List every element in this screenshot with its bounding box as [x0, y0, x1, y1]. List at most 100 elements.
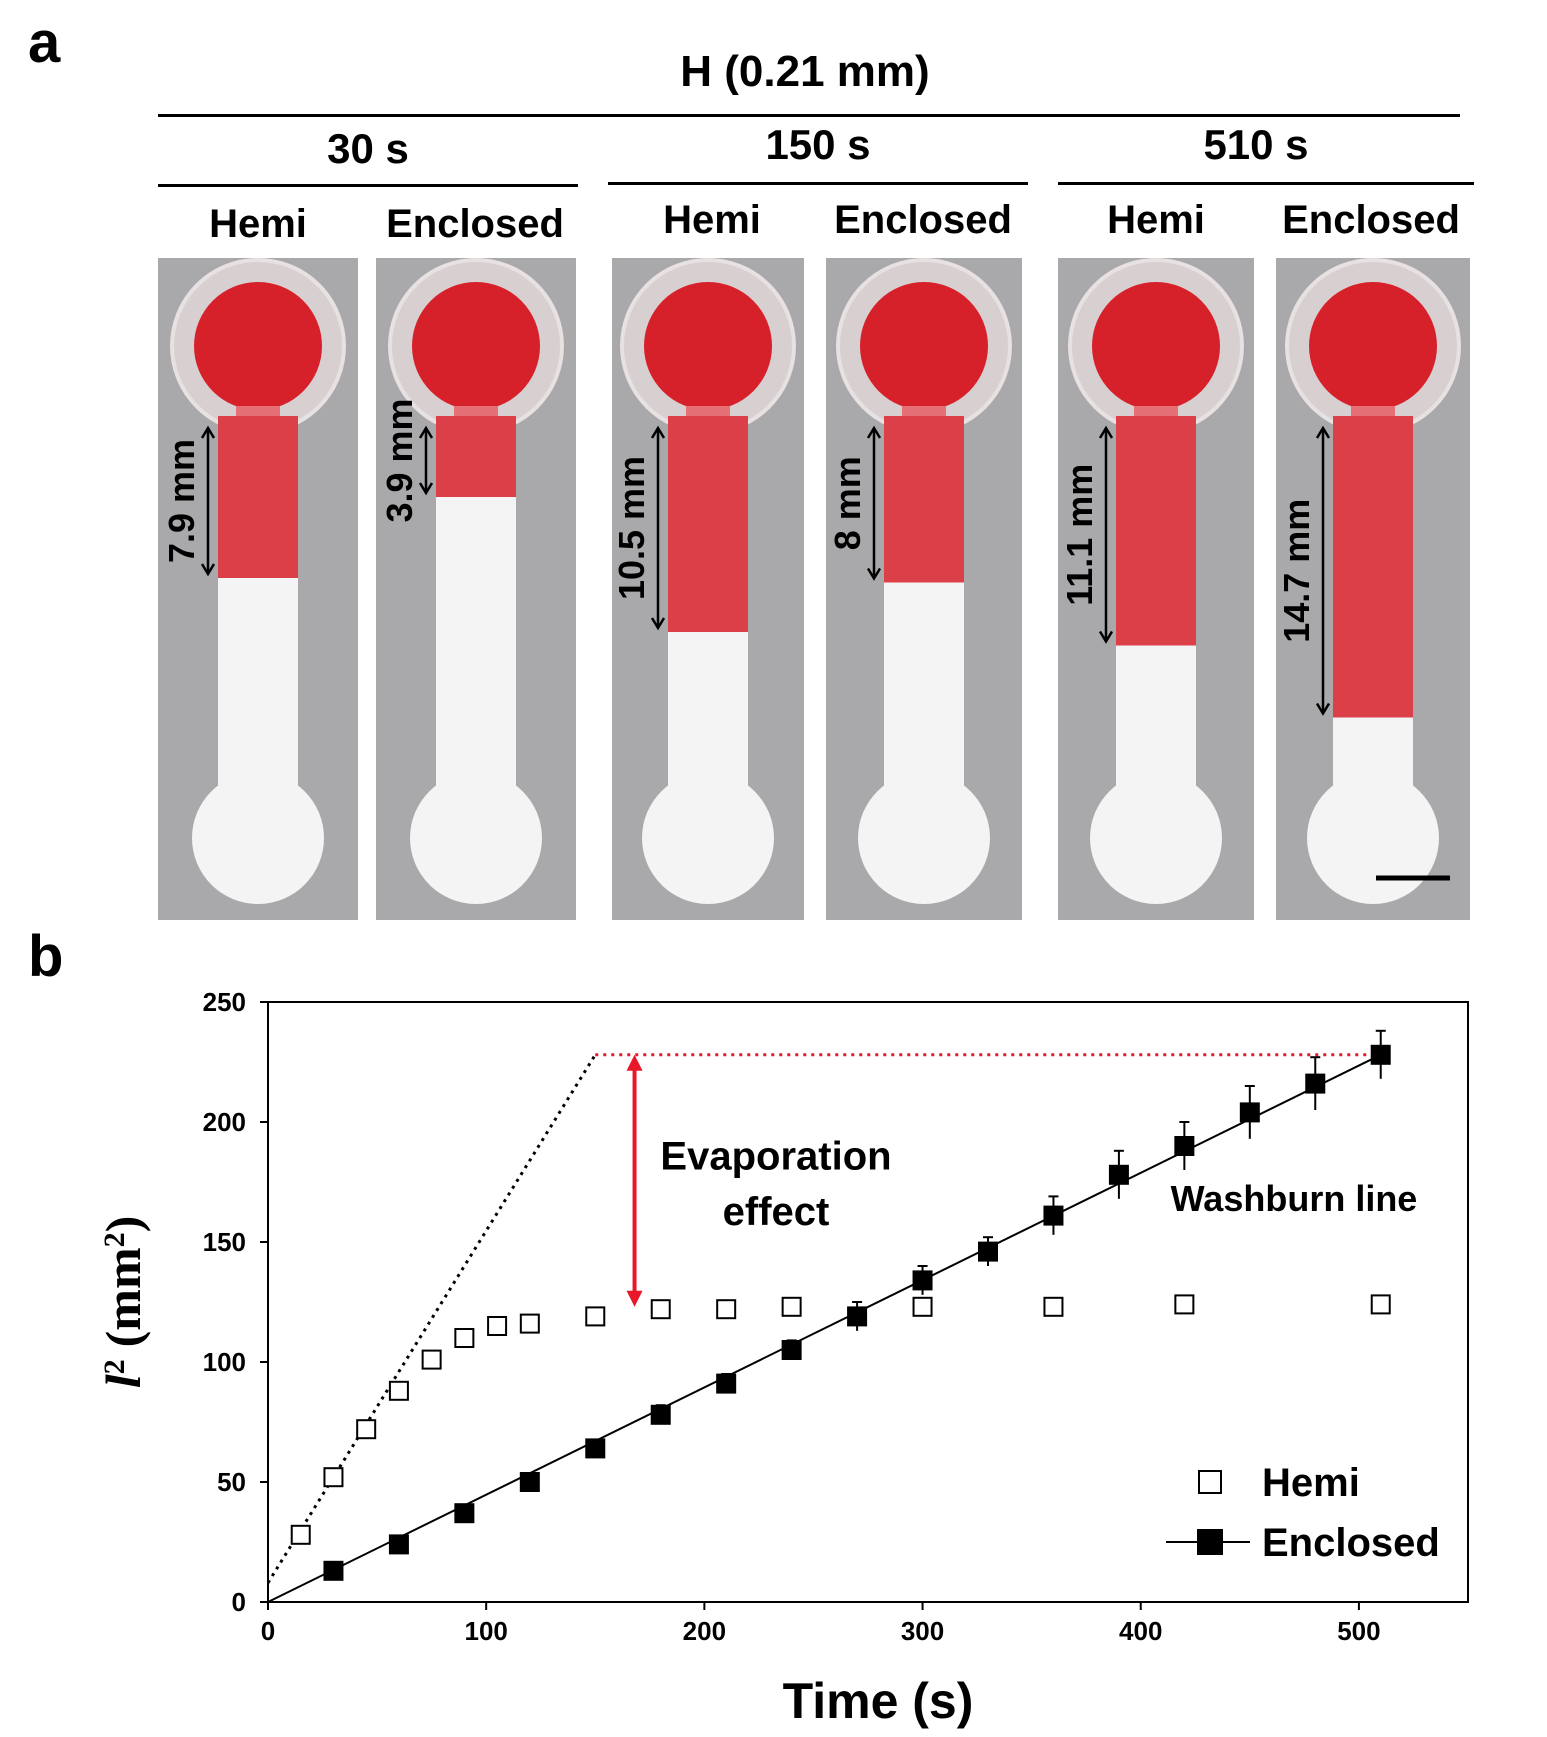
enclosed-point: [1370, 1044, 1391, 1065]
enclosed-point: [388, 1534, 409, 1555]
y-tick-label: 200: [203, 1107, 246, 1137]
enclosed-point: [1174, 1136, 1195, 1156]
outlet-pad: [410, 772, 542, 904]
y-axis-symbol: l: [95, 1374, 151, 1388]
hemi-point: [323, 1467, 344, 1488]
measure-arrow-head: [866, 425, 882, 439]
measure-arrow-head: [866, 567, 882, 581]
enclosed-point: [585, 1438, 606, 1459]
strip-photo-30s-enclosed: 3.9 mm: [376, 258, 576, 920]
hemi-point: [421, 1349, 442, 1370]
legend-hemi-label: Hemi: [1262, 1461, 1360, 1505]
x-tick-label: 300: [901, 1616, 944, 1646]
strip-photo-150s-enclosed: 8 mm: [826, 258, 1022, 920]
hemi-point: [388, 1380, 409, 1401]
y-axis-label: l2(mm2): [95, 1216, 151, 1389]
hemi-point: [1174, 1294, 1195, 1315]
y-tick-label: 50: [217, 1467, 246, 1497]
y-axis-close: ): [95, 1216, 151, 1233]
strip-label: Enclosed: [834, 198, 1012, 242]
x-tick-label: 0: [261, 1616, 275, 1646]
strip-photo-150s-hemi: 10.5 mm: [612, 258, 804, 920]
enclosed-point: [978, 1241, 998, 1262]
enclosed-point: [1108, 1164, 1129, 1185]
strip-label: Enclosed: [1282, 198, 1460, 242]
inlet-dye: [412, 282, 540, 410]
condition-rule: [158, 114, 1460, 117]
y-axis-sup: 2: [98, 1359, 131, 1374]
dye-front: [668, 416, 748, 632]
panel-b-label: b: [28, 924, 64, 989]
hemi-point: [781, 1296, 802, 1317]
measure-arrow-head: [1315, 702, 1331, 716]
hemi-point: [585, 1306, 606, 1327]
x-tick-label: 400: [1119, 1616, 1162, 1646]
x-axis-label: Time (s): [783, 1673, 974, 1729]
hemi-point: [1370, 1294, 1391, 1315]
measure-arrow-head: [650, 425, 666, 439]
strip-photo-30s-hemi: 7.9 mm: [158, 258, 358, 920]
enclosed-point: [1239, 1102, 1260, 1123]
measure-label: 7.9 mm: [161, 439, 202, 563]
hemi-point: [519, 1313, 540, 1334]
measure-label: 3.9 mm: [379, 398, 420, 522]
enclosed-point: [1305, 1073, 1326, 1094]
evaporation-arrow-head: [626, 1054, 643, 1071]
y-axis-unit: (mm: [95, 1247, 151, 1347]
legend-enclosed-label: Enclosed: [1262, 1521, 1440, 1565]
y-tick-label: 250: [203, 987, 246, 1017]
strip-label: Enclosed: [386, 202, 564, 246]
condition-title: H (0.21 mm): [680, 47, 930, 96]
enclosed-point: [716, 1373, 737, 1394]
outlet-pad: [192, 772, 324, 904]
y-axis-unit-sup: 2: [98, 1232, 131, 1247]
dye-front: [436, 416, 516, 497]
hemi-point: [912, 1296, 933, 1317]
washburn-chart: 0 100 200 300 400 500 0 50 100 150 200 250 Time (s) l…: [95, 987, 1469, 1729]
group-rule: [1058, 182, 1474, 185]
measure-arrow-head: [650, 617, 666, 631]
hemi-point: [290, 1524, 311, 1545]
legend-enclosed-marker: [1197, 1529, 1223, 1555]
washburn-label: Washburn line: [1171, 1178, 1418, 1219]
evaporation-label: Evaporation: [660, 1135, 891, 1179]
measure-arrow-head: [418, 425, 434, 439]
strip-label: Hemi: [1107, 198, 1205, 242]
y-tick-label: 0: [232, 1587, 246, 1617]
group-time-label: 30 s: [327, 125, 409, 172]
outlet-pad: [1090, 772, 1222, 904]
hemi-point: [650, 1299, 671, 1320]
inlet-dye: [644, 282, 772, 410]
enclosed-point: [1043, 1205, 1064, 1226]
dye-front: [884, 416, 964, 583]
group-time-label: 150 s: [765, 121, 871, 168]
panel-a-label: a: [28, 10, 61, 75]
inlet-dye: [1309, 282, 1437, 410]
evaporation-label: effect: [723, 1190, 830, 1234]
y-tick-label: 150: [203, 1227, 246, 1257]
dye-front: [1116, 416, 1196, 646]
strip-label: Hemi: [209, 202, 307, 246]
hemi-series: [290, 1294, 1391, 1545]
measure-label: 10.5 mm: [612, 456, 652, 600]
plot-frame: [267, 1001, 1469, 1603]
hemi-point: [454, 1328, 475, 1348]
measure-arrow-head: [200, 563, 216, 577]
measure-arrow-head: [418, 482, 434, 496]
outlet-pad: [858, 772, 990, 904]
measure-arrow-head: [1098, 425, 1114, 439]
enclosed-point: [454, 1503, 475, 1524]
enclosed-point: [912, 1270, 933, 1291]
strip-label: Hemi: [663, 198, 761, 242]
dye-front: [1333, 416, 1413, 718]
enclosed-point: [323, 1560, 344, 1581]
hemi-point: [356, 1419, 377, 1440]
strip-photo-510s-enclosed: 14.7 mm: [1276, 258, 1470, 920]
enclosed-point: [847, 1306, 868, 1327]
washburn-fit-line: [267, 1053, 1382, 1603]
outlet-pad: [642, 772, 774, 904]
hemi-initial-trend-line: [266, 1054, 597, 1584]
dye-front: [218, 416, 298, 578]
measure-label: 11.1 mm: [1059, 464, 1100, 606]
strip-photo-510s-hemi: 11.1 mm: [1058, 258, 1254, 920]
